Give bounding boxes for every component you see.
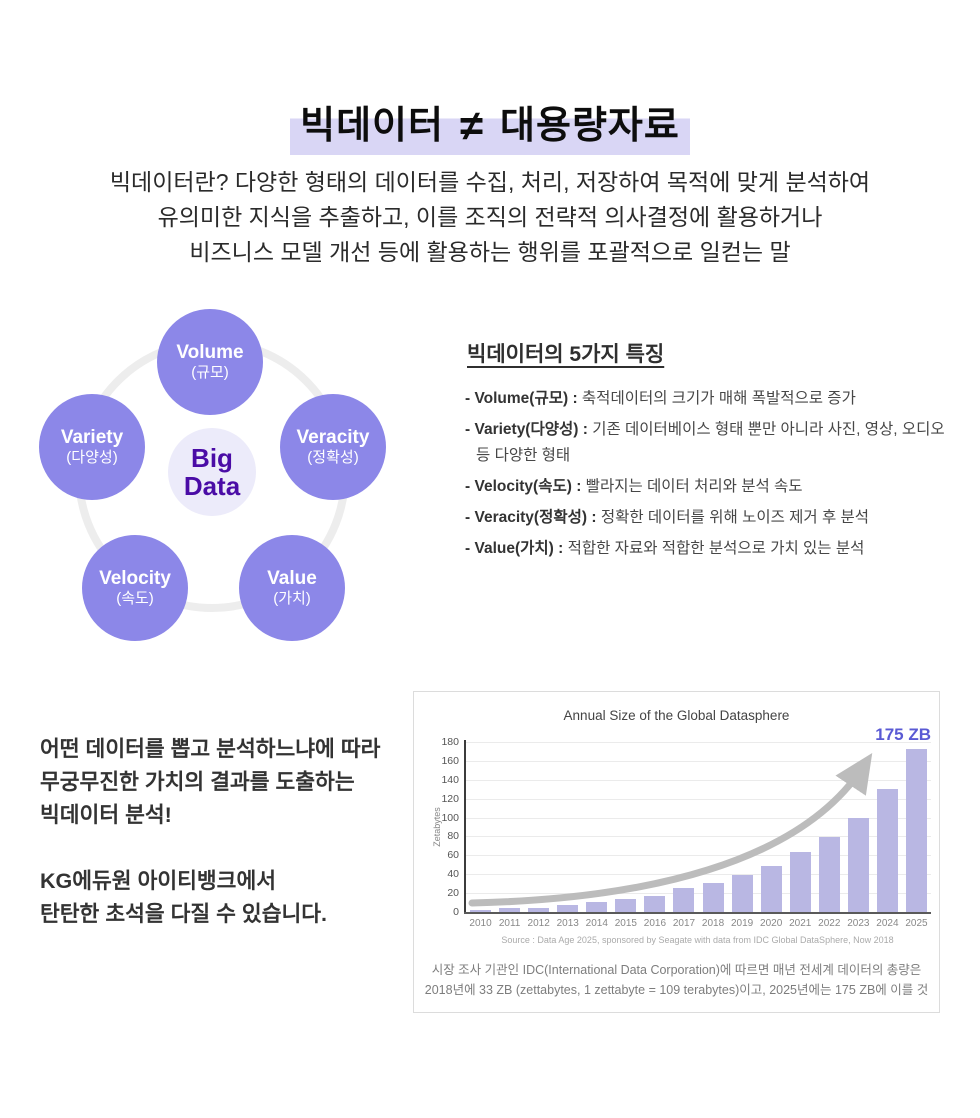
node-value-label: Value [267,568,317,590]
x-tick-label: 2018 [701,918,725,929]
y-tick-label: 0 [453,906,459,918]
x-tick-label: 2014 [585,918,608,929]
x-tick-label: 2024 [876,918,899,929]
bar-2016 [644,895,666,912]
node-variety: Variety (다양성) [39,394,145,500]
x-tick-label: 2012 [527,918,550,929]
y-axis-line [464,740,466,914]
feature-term: - Velocity(속도) : [465,478,586,495]
feature-item-veracity: - Veracity(정확성) : 정확한 데이터를 위해 노이즈 제거 후 분… [465,505,951,531]
feature-term: - Volume(규모) : [465,390,582,407]
feature-term: - Variety(다양성) : [465,421,593,438]
feature-item-velocity: - Velocity(속도) : 빨라지는 데이터 처리와 분석 속도 [465,474,951,500]
node-veracity-label: Veracity [296,427,370,449]
node-volume: Volume (규모) [157,309,263,415]
bar-2014 [586,901,608,912]
x-tick-label: 2019 [730,918,754,929]
bar-2015 [615,898,637,912]
node-velocity-label: Velocity [99,568,171,590]
bar-2010 [470,910,492,912]
node-volume-sublabel: (규모) [191,364,229,382]
x-tick-label: 2015 [614,918,637,929]
bar-2012 [528,908,550,912]
bar-2019 [731,875,753,912]
feature-term: - Veracity(정확성) : [465,509,601,526]
x-tick-label: 2016 [643,918,667,929]
title-right: 대용량자료 [500,105,680,147]
x-tick-label: 2022 [818,918,841,929]
node-value-sublabel: (가치) [273,590,311,608]
x-axis-labels: 2010 2011 2012 2013 2014 2015 2016 2017 2018 2019… [466,918,931,929]
bar-2018 [702,882,724,912]
node-variety-label: Variety [60,427,124,449]
bar-2017 [673,888,695,912]
bar-series [466,742,931,912]
chart-caption: 시장 조사 기관인 IDC(International Data Corpora… [424,963,929,997]
y-tick-label: 60 [447,849,459,862]
datasphere-chart-panel: Annual Size of the Global Datasphere 0 20… [413,691,940,1013]
x-tick-label: 2017 [672,918,696,929]
x-tick-label: 2010 [469,918,492,929]
features-section: 빅데이터의 5가지 특징 - Volume(규모) : 축적데이터의 크기가 매… [465,338,951,567]
y-tick-label: 120 [441,792,459,805]
feature-term: - Value(가치) : [465,540,568,557]
chart-source: Source : Data Age 2025, sponsored by Sea… [501,935,894,945]
title-highlight: 빅데이터 ≠ 대용량자료 [290,92,690,155]
feature-desc: 빨라지는 데이터 처리와 분석 속도 [585,478,803,495]
node-velocity: Velocity (속도) [82,535,188,641]
y-tick-label: 100 [441,811,459,824]
bar-2022 [818,837,840,912]
node-volume-label: Volume [176,342,244,364]
feature-item-value: - Value(가치) : 적합한 자료와 적합한 분석으로 가치 있는 분석 [465,536,951,562]
feature-desc: 기존 데이터베이스 형태 뿐만 아니라 사진, 영상, 오디오 등 다양한 형태 [476,421,945,464]
bar-2023 [847,817,869,912]
big-data-5v-diagram: Volume (규모) Variety (다양성) Veracity (정확성)… [38,303,390,653]
x-axis-line [464,912,931,914]
node-value: Value (가치) [239,535,345,641]
bar-2024 [876,789,898,912]
bar-2021 [789,851,811,912]
y-tick-label: 40 [447,868,459,881]
feature-desc: 축적데이터의 크기가 매해 폭발적으로 증가 [581,390,856,407]
bar-2011 [499,908,521,912]
x-tick-label: 2021 [789,918,812,929]
node-veracity: Veracity (정확성) [280,394,386,500]
x-tick-label: 2013 [556,918,579,929]
promo-text: 어떤 데이터를 뽑고 분석하느냐에 따라 무궁무진한 가치의 결과를 도출하는 … [40,733,440,931]
y-tick-label: 180 [441,736,459,748]
feature-item-variety: - Variety(다양성) : 기존 데이터베이스 형태 뿐만 아니라 사진,… [465,417,951,469]
promo-block-2: KG에듀원 아이티뱅크에서 탄탄한 초석을 다질 수 있습니다. [40,869,328,926]
y-tick-label: 140 [441,773,459,786]
node-veracity-sublabel: (정확성) [307,449,359,467]
promo-block-1: 어떤 데이터를 뽑고 분석하느냐에 따라 무궁무진한 가치의 결과를 도출하는 … [40,737,381,827]
big-data-center-node: Big Data [168,428,256,516]
not-equal-symbol: ≠ [459,102,485,149]
gridline [466,742,931,743]
y-tick-label: 80 [447,830,459,843]
feature-item-volume: - Volume(규모) : 축적데이터의 크기가 매해 폭발적으로 증가 [465,386,951,412]
features-heading: 빅데이터의 5가지 특징 [467,343,665,366]
gridline [466,760,931,762]
feature-desc: 정확한 데이터를 위해 노이즈 제거 후 분석 [600,509,870,526]
chart-title: Annual Size of the Global Datasphere [563,708,790,723]
bar-2025 [905,748,927,912]
intro-paragraph: 빅데이터란? 다양한 형태의 데이터를 수집, 처리, 저장하여 목적에 맞게 … [109,169,871,265]
feature-desc: 적합한 자료와 적합한 분석으로 가치 있는 분석 [567,540,865,557]
x-tick-label: 2020 [760,918,783,929]
y-tick-label: 20 [447,887,459,900]
bar-2020 [760,865,782,912]
peak-value-annotation: 175 ZB [875,725,931,744]
page-title: 빅데이터 ≠ 대용량자료 [0,92,980,155]
bar-2013 [557,905,579,912]
x-tick-label: 2025 [905,918,928,929]
x-tick-label: 2011 [498,918,521,929]
node-velocity-sublabel: (속도) [116,590,154,608]
y-tick-label: 160 [441,754,459,767]
x-tick-label: 2023 [847,918,870,929]
title-left: 빅데이터 [300,105,444,147]
node-variety-sublabel: (다양성) [66,449,118,467]
